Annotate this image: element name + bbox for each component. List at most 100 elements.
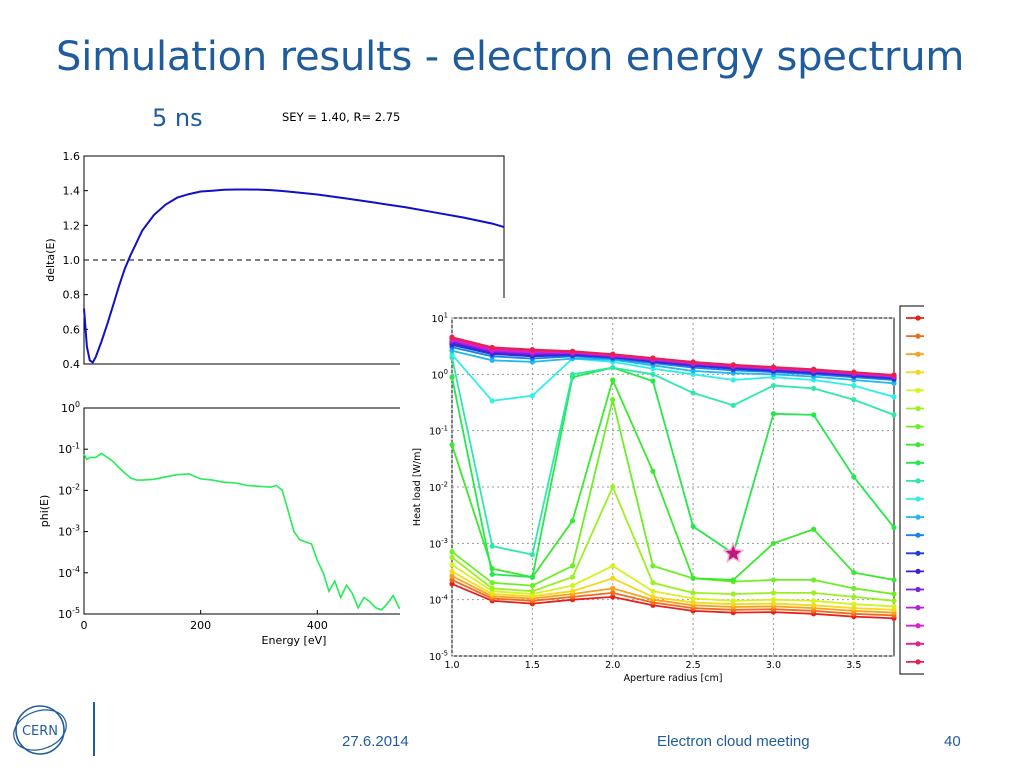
heat-load-data-point xyxy=(730,591,736,597)
heat-load-data-point xyxy=(489,357,495,363)
heat-load-data-point xyxy=(851,570,857,576)
delta-y-tick-label: 1.0 xyxy=(63,254,81,267)
heat-load-data-point xyxy=(650,371,656,377)
heat-load-data-point xyxy=(610,585,616,591)
heat-load-data-point xyxy=(529,588,535,594)
heat-load-data-point xyxy=(811,412,817,418)
legend-marker xyxy=(915,659,921,665)
heat-load-data-point xyxy=(650,594,656,600)
heat-load-data-point xyxy=(770,590,777,596)
phi-y-tick-label: 10-5 xyxy=(58,606,80,621)
legend-marker xyxy=(915,586,921,593)
heat-load-data-point xyxy=(891,412,897,418)
heat-load-data-point xyxy=(569,588,576,594)
footer-event: Electron cloud meeting xyxy=(657,733,810,750)
heat-load-data-point xyxy=(529,582,535,589)
heat-load-data-point xyxy=(730,402,736,408)
heat-load-data-point xyxy=(449,562,455,568)
heat-load-data-point xyxy=(449,374,455,380)
heat-load-data-point xyxy=(770,601,777,607)
heat-load-data-point xyxy=(811,526,817,532)
heat-load-data-point xyxy=(569,574,576,580)
phi-y-tick-label: 10-1 xyxy=(58,441,80,456)
heat-load-data-point xyxy=(770,540,777,546)
legend-marker xyxy=(915,514,921,520)
plot-caption: SEY = 1.40, R= 2.75 xyxy=(282,110,401,124)
heat-load-y-tick-label: 10-1 xyxy=(429,424,448,437)
heat-load-data-point xyxy=(610,351,616,357)
heat-load-data-point xyxy=(529,574,535,580)
legend-marker xyxy=(915,351,921,357)
legend-marker xyxy=(915,387,921,393)
heat-load-data-point xyxy=(449,568,455,575)
heat-load-series-line xyxy=(451,344,895,380)
heat-load-y-tick-label: 10-5 xyxy=(429,650,448,663)
heat-load-data-point xyxy=(891,372,897,378)
heat-load-data-point xyxy=(811,385,817,392)
heat-load-y-tick-label: 10-3 xyxy=(429,537,448,550)
heat-load-x-axis-label: Aperture radius [cm] xyxy=(624,673,723,684)
delta-y-tick-label: 0.6 xyxy=(63,323,81,336)
delta-y-tick-label: 1.2 xyxy=(63,219,81,232)
heat-load-data-point xyxy=(569,371,576,377)
heat-load-data-point xyxy=(489,585,495,591)
heat-load-y-tick-label: 10-4 xyxy=(429,593,448,606)
heat-load-x-tick-label: 3.0 xyxy=(766,660,781,671)
heat-load-legend-frame xyxy=(899,305,924,675)
delta-y-tick-label: 0.4 xyxy=(63,358,81,371)
heat-load-data-point xyxy=(730,362,736,368)
heat-load-data-point xyxy=(770,364,777,370)
legend-marker xyxy=(915,550,921,556)
heat-load-series-line xyxy=(451,583,895,620)
heat-load-data-point xyxy=(851,474,857,480)
heat-load-data-point xyxy=(489,344,495,350)
legend-marker xyxy=(915,315,921,321)
heat-load-series-line xyxy=(451,349,895,385)
heat-load-data-point xyxy=(690,390,696,396)
heat-load-series-line xyxy=(451,570,895,611)
heat-load-data-point xyxy=(569,563,576,569)
heat-load-x-tick-label: 1.5 xyxy=(525,660,540,671)
heat-load-data-point xyxy=(610,563,616,569)
heat-load-data-point xyxy=(449,554,455,561)
heat-load-series-line xyxy=(451,357,895,556)
heat-load-data-point xyxy=(529,393,535,399)
heat-load-data-point xyxy=(650,468,656,474)
cern-logo: CERN xyxy=(13,705,67,755)
phi-y-tick-label: 10-4 xyxy=(58,565,80,580)
legend-marker xyxy=(915,496,921,502)
heat-load-data-point xyxy=(449,577,455,583)
heat-load-data-point xyxy=(610,594,616,600)
heat-load-data-point xyxy=(891,577,897,583)
phi-y-tick-label: 10-2 xyxy=(58,482,80,497)
heat-load-data-point xyxy=(650,563,656,569)
heat-load-data-point xyxy=(851,601,857,607)
heat-load-data-point xyxy=(569,348,576,354)
legend-marker xyxy=(915,605,921,611)
heat-load-data-point xyxy=(690,595,696,602)
phi-x-axis-label: Energy [eV] xyxy=(262,634,327,647)
legend-marker xyxy=(915,641,921,647)
legend-marker xyxy=(915,568,921,574)
heat-load-data-point xyxy=(610,377,616,383)
heat-load-data-point xyxy=(449,352,455,358)
heat-load-data-point xyxy=(891,524,897,531)
heat-load-data-point xyxy=(770,577,777,583)
heat-load-data-point xyxy=(690,599,696,606)
heat-load-data-point xyxy=(449,573,455,579)
heat-load-data-point xyxy=(569,582,576,589)
phi-x-tick-label: 400 xyxy=(307,619,328,632)
heat-load-data-point xyxy=(811,577,817,583)
phi-y-axis-label: phi(E) xyxy=(38,495,51,528)
delta-curve xyxy=(83,188,505,364)
footer-date: 27.6.2014 xyxy=(342,733,409,750)
heat-load-data-point xyxy=(489,580,495,586)
heat-load-x-tick-label: 2.5 xyxy=(686,660,701,671)
heat-load-series-line xyxy=(451,354,895,402)
delta-y-tick-label: 0.8 xyxy=(63,289,81,302)
heat-load-data-point xyxy=(851,594,857,600)
heat-load-y-tick-label: 10-2 xyxy=(429,481,448,494)
phi-y-tick-label: 100 xyxy=(61,400,80,415)
legend-marker xyxy=(915,369,921,375)
heat-load-data-point xyxy=(449,334,455,340)
